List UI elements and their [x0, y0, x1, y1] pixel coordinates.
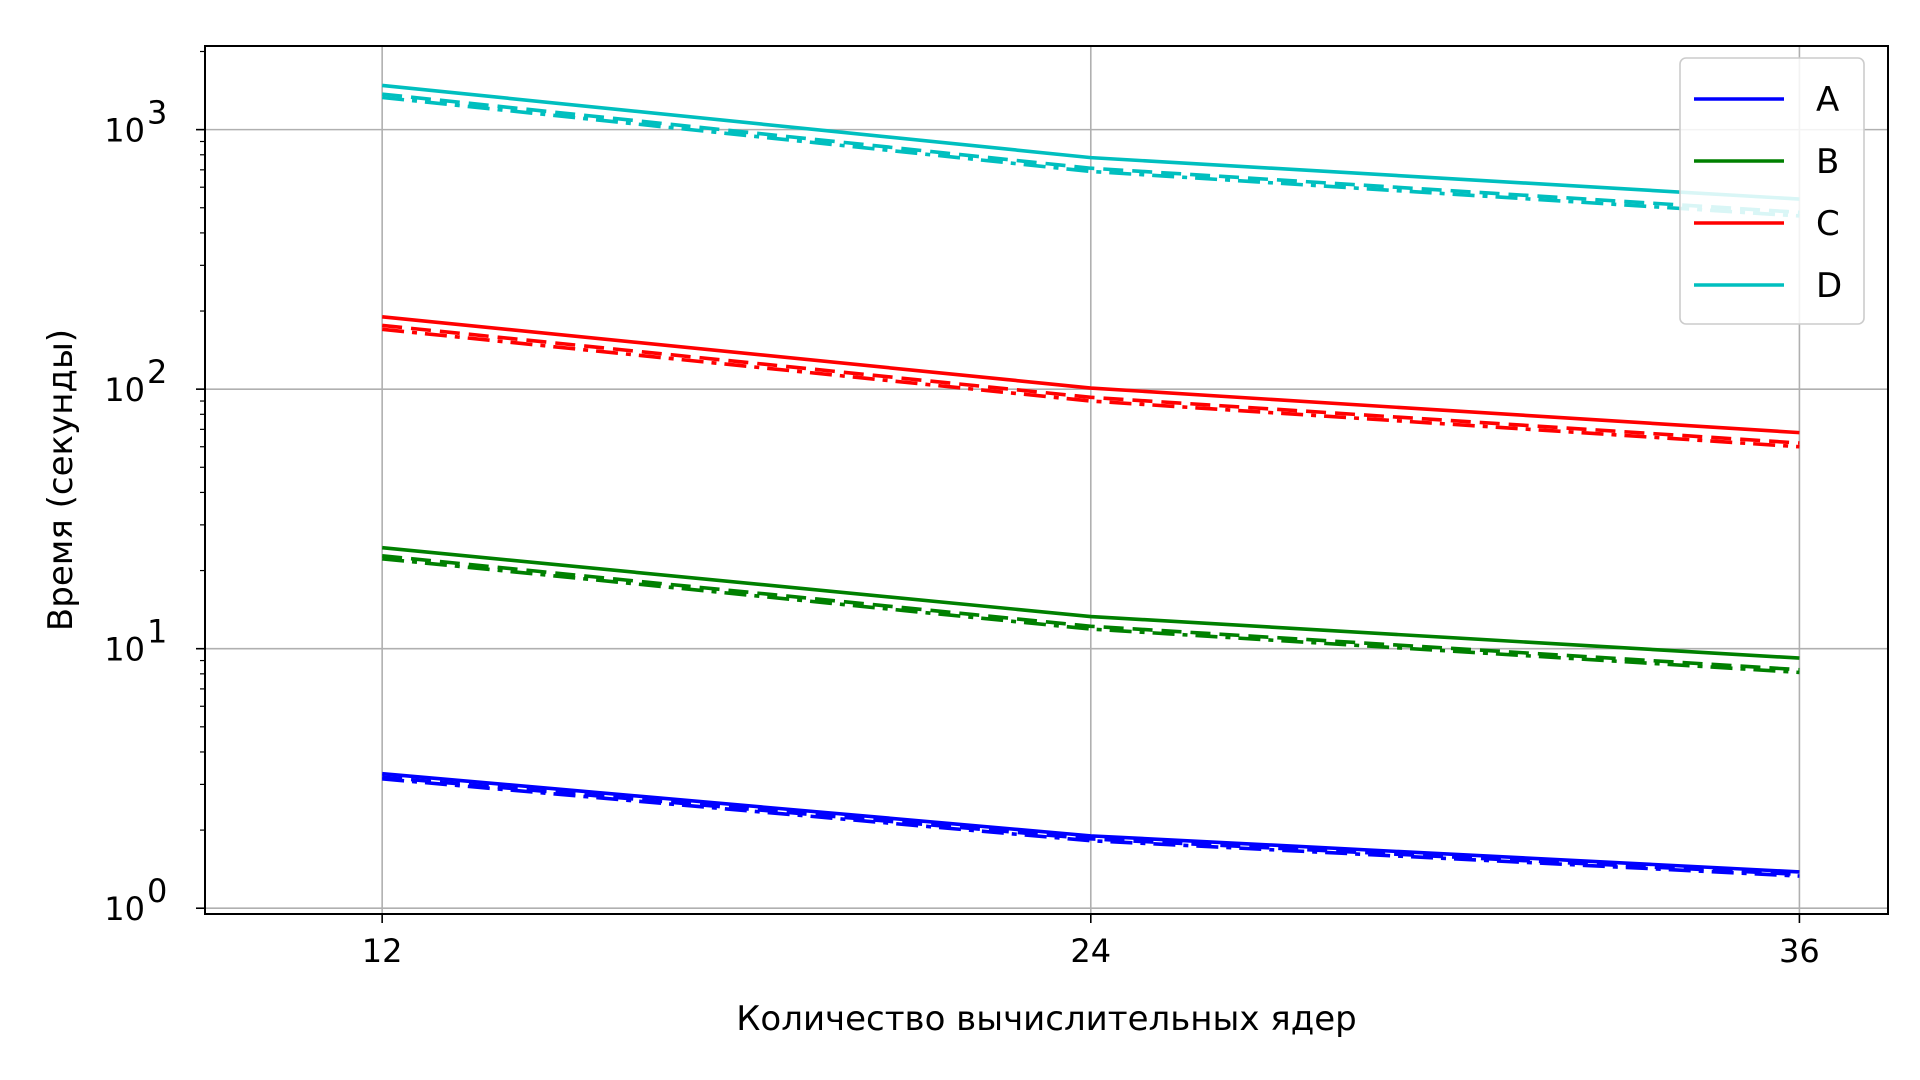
x-tick-label: 12 — [362, 932, 403, 970]
y-tick-label: 10 — [104, 371, 145, 409]
series-line-b-solid — [381, 545, 1800, 660]
series-line-d-solid — [381, 83, 1800, 201]
x-tick-label: 36 — [1779, 932, 1820, 970]
legend-box — [1679, 57, 1865, 325]
legend-label-a: A — [1816, 80, 1839, 120]
y-tick-exponent: 2 — [147, 353, 167, 391]
y-tick-label: 10 — [104, 112, 145, 150]
x-tick-label: 24 — [1070, 932, 1111, 970]
y-tick-label: 10 — [104, 631, 145, 669]
series-line-b-dashed — [381, 554, 1800, 672]
y-tick-label: 10 — [104, 890, 145, 928]
y-tick-exponent: 1 — [147, 613, 167, 651]
plot-frame — [204, 45, 1889, 915]
x-axis-label: Количество вычислительных ядер — [736, 999, 1356, 1039]
series-line-c-dashed — [381, 323, 1800, 445]
series-line-d-dashed — [381, 92, 1800, 215]
legend-label-b: B — [1816, 142, 1839, 182]
legend-label-c: C — [1816, 204, 1840, 244]
series-line-a-solid — [382, 771, 1800, 874]
y-tick-exponent: 0 — [147, 872, 167, 910]
y-axis-label: Время (секунды) — [41, 329, 81, 631]
series-line-c-solid — [381, 315, 1800, 435]
legend-label-d: D — [1816, 266, 1842, 306]
series-lines — [381, 83, 1800, 878]
y-tick-exponent: 3 — [147, 94, 167, 132]
series-line-a-dashed — [382, 775, 1800, 877]
